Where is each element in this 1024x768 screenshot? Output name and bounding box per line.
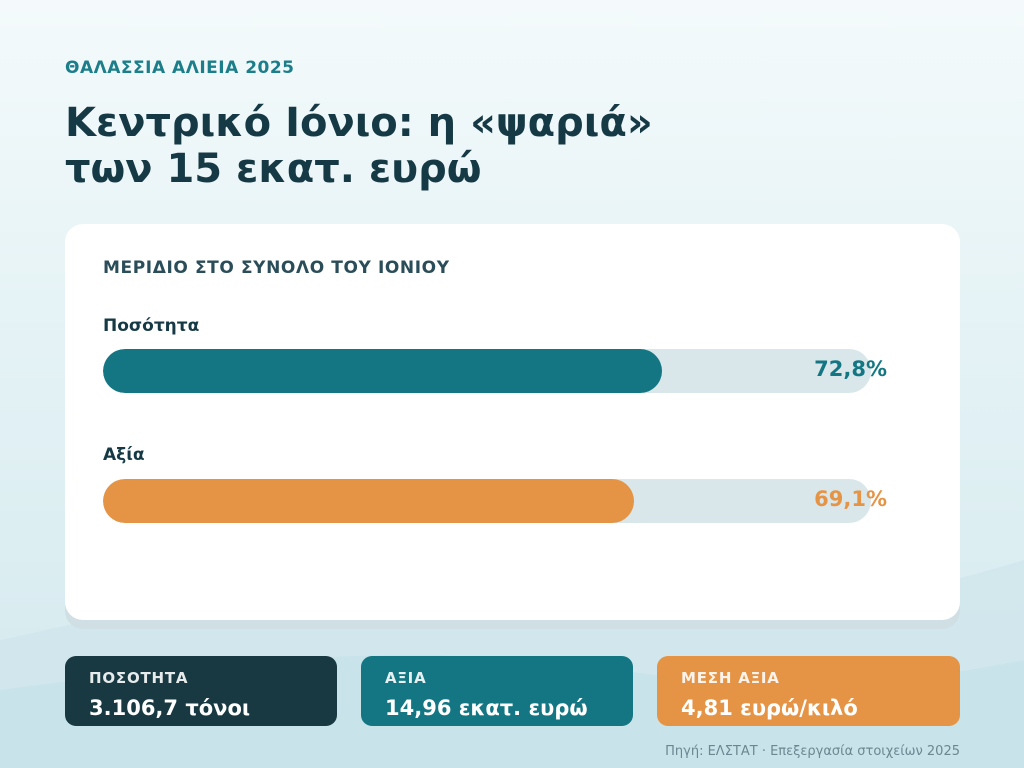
title-line-2: των 15 εκατ. ευρώ: [65, 146, 482, 192]
source-note: Πηγή: ΕΛΣΤΑΤ · Επεξεργασία στοιχείων 202…: [665, 744, 960, 759]
chart-title: ΜΕΡΙΔΙΟ ΣΤΟ ΣΥΝΟΛΟ ΤΟΥ ΙΟΝΙΟΥ: [103, 258, 450, 278]
bar-label-value: Αξία: [103, 445, 145, 465]
stat-card-average: ΜΕΣΗ ΑΞΙΑ 4,81 ευρώ/κιλό: [657, 656, 960, 726]
bar-track-quantity: [103, 349, 871, 393]
stat-label: ΑΞΙΑ: [385, 669, 427, 687]
stat-value: 14,96 εκατ. ευρώ: [385, 696, 588, 720]
bar-track-value: [103, 479, 871, 523]
stat-card-value: ΑΞΙΑ 14,96 εκατ. ευρώ: [361, 656, 633, 726]
stat-label: ΠΟΣΟΤΗΤΑ: [89, 669, 189, 687]
kicker: ΘΑΛΑΣΣΙΑ ΑΛΙΕΙΑ 2025: [65, 58, 295, 78]
page-title: Κεντρικό Ιόνιο: η «ψαριά» των 15 εκατ. ε…: [65, 100, 653, 192]
value-label-quantity: 72,8%: [814, 357, 887, 381]
bar-label-quantity: Ποσότητα: [103, 316, 200, 336]
title-line-1: Κεντρικό Ιόνιο: η «ψαριά»: [65, 100, 653, 146]
stat-label: ΜΕΣΗ ΑΞΙΑ: [681, 669, 780, 687]
stat-value: 4,81 ευρώ/κιλό: [681, 696, 858, 720]
value-label-value: 69,1%: [814, 487, 887, 511]
bar-value: [103, 479, 634, 523]
bar-quantity: [103, 349, 663, 393]
chart-card: ΜΕΡΙΔΙΟ ΣΤΟ ΣΥΝΟΛΟ ΤΟΥ ΙΟΝΙΟΥ Ποσότητα 7…: [65, 224, 960, 620]
stat-card-quantity: ΠΟΣΟΤΗΤΑ 3.106,7 τόνοι: [65, 656, 337, 726]
stat-value: 3.106,7 τόνοι: [89, 696, 251, 720]
